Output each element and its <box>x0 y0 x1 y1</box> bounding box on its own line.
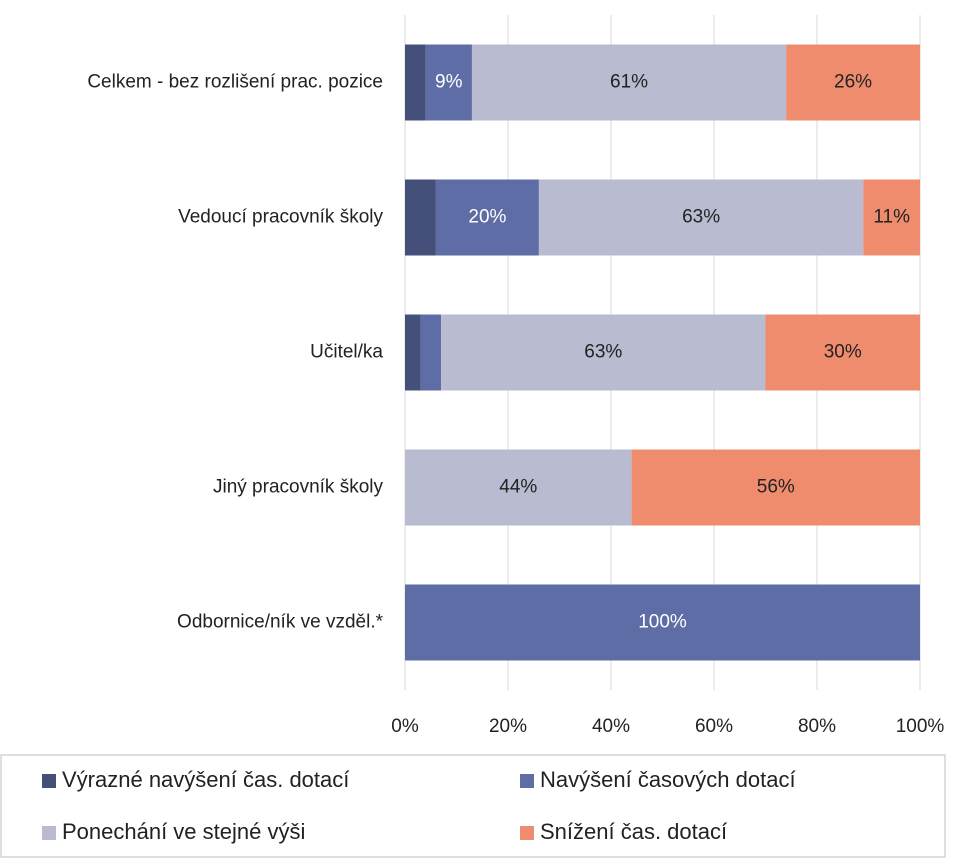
legend-swatch <box>520 774 534 788</box>
data-label: 26% <box>834 72 872 93</box>
bar-segment <box>435 179 539 256</box>
data-label: 44% <box>499 477 537 498</box>
data-label: 63% <box>682 207 720 228</box>
category-label: Učitel/ka <box>310 342 383 363</box>
legend-swatch <box>520 826 534 840</box>
data-label: 9% <box>435 72 463 93</box>
data-label: 56% <box>757 477 795 498</box>
x-tick-label: 0% <box>391 716 419 737</box>
x-tick-label: 80% <box>798 716 836 737</box>
bar-segment <box>863 179 920 256</box>
data-label: 20% <box>468 207 506 228</box>
category-label: Odbornice/ník ve vzděl.* <box>177 612 384 633</box>
bar-segment <box>420 314 442 391</box>
data-label: 61% <box>610 72 648 93</box>
bar-segment <box>441 314 766 391</box>
bar-segment <box>405 449 632 526</box>
bar-segment <box>405 584 920 661</box>
x-tick-label: 40% <box>592 716 630 737</box>
legend-swatch <box>42 774 56 788</box>
data-label: 100% <box>638 612 687 633</box>
category-label: Celkem - bez rozlišení prac. pozice <box>87 72 383 93</box>
bar-segment <box>631 449 920 526</box>
data-label: 63% <box>584 342 622 363</box>
bar-segment <box>425 44 472 121</box>
bar-segment <box>405 44 426 121</box>
data-label: 30% <box>824 342 862 363</box>
legend-text: Výrazné navýšení čas. dotací <box>62 767 349 792</box>
x-tick-label: 60% <box>695 716 733 737</box>
category-label: Vedoucí pracovník školy <box>178 207 383 228</box>
data-label: 11% <box>873 207 910 228</box>
bar-segment <box>405 314 421 391</box>
bar-segment <box>405 179 436 256</box>
bar-segment <box>538 179 864 256</box>
bar-segment <box>786 44 920 121</box>
legend-box <box>0 754 946 858</box>
legend-text: Snížení čas. dotací <box>540 819 727 844</box>
legend-swatch <box>42 826 56 840</box>
bar-segment <box>765 314 920 391</box>
legend-text: Ponechání ve stejné výši <box>62 819 305 844</box>
bar-segment <box>471 44 787 121</box>
legend-text: Navýšení časových dotací <box>540 767 796 792</box>
x-tick-label: 20% <box>489 716 527 737</box>
x-tick-label: 100% <box>896 716 945 737</box>
category-label: Jiný pracovník školy <box>213 477 384 498</box>
